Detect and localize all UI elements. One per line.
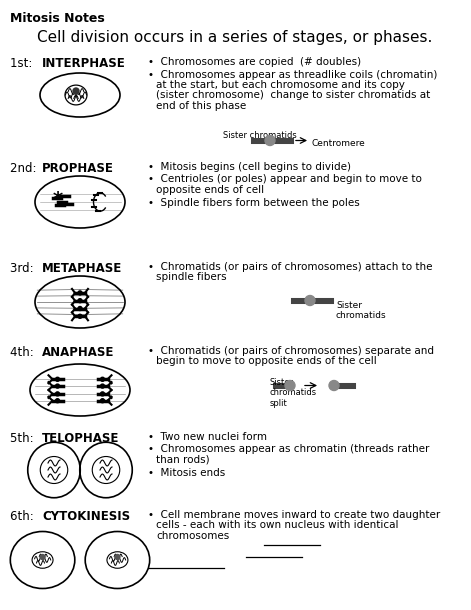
Circle shape [78, 314, 82, 318]
Circle shape [73, 88, 79, 94]
Circle shape [78, 291, 82, 295]
Text: begin to move to opposite ends of the cell: begin to move to opposite ends of the ce… [156, 356, 377, 367]
Text: Sister
chromatids
split: Sister chromatids split [270, 378, 317, 408]
Circle shape [40, 554, 45, 559]
Text: ANAPHASE: ANAPHASE [42, 346, 114, 359]
Circle shape [115, 554, 120, 559]
Circle shape [265, 135, 275, 146]
Text: Mitosis Notes: Mitosis Notes [10, 12, 105, 25]
Circle shape [56, 399, 59, 403]
Circle shape [56, 384, 59, 388]
Circle shape [56, 377, 59, 381]
Text: chromosomes: chromosomes [156, 531, 229, 541]
Text: Centromere: Centromere [312, 139, 366, 148]
Circle shape [78, 306, 82, 310]
Text: •  Chromatids (or pairs of chromosomes) separate and: • Chromatids (or pairs of chromosomes) s… [148, 346, 434, 356]
Circle shape [78, 299, 82, 303]
Text: •  Centrioles (or poles) appear and begin to move to: • Centrioles (or poles) appear and begin… [148, 174, 422, 184]
Text: 4th:: 4th: [10, 346, 41, 359]
Circle shape [285, 381, 295, 390]
Text: (sister chromosome)  change to sister chromatids at: (sister chromosome) change to sister chr… [156, 90, 430, 101]
Text: Cell division occurs in a series of stages, or phases.: Cell division occurs in a series of stag… [37, 30, 433, 45]
Circle shape [100, 384, 105, 388]
Text: PROPHASE: PROPHASE [42, 162, 114, 175]
Text: •  Cell membrane moves inward to create two daughter: • Cell membrane moves inward to create t… [148, 510, 440, 520]
Text: Sister
chromatids: Sister chromatids [336, 301, 387, 320]
Text: Sister chromatids: Sister chromatids [223, 131, 297, 140]
Text: spindle fibers: spindle fibers [156, 273, 227, 282]
Circle shape [329, 381, 339, 390]
Text: than rods): than rods) [156, 455, 210, 465]
Text: •  Chromatids (or pairs of chromosomes) attach to the: • Chromatids (or pairs of chromosomes) a… [148, 262, 432, 272]
Text: INTERPHASE: INTERPHASE [42, 57, 126, 70]
Circle shape [56, 392, 59, 396]
Text: •  Chromosomes are copied  (# doubles): • Chromosomes are copied (# doubles) [148, 57, 361, 67]
Text: METAPHASE: METAPHASE [42, 262, 122, 275]
Text: •  Chromosomes appear as chromatin (threads rather: • Chromosomes appear as chromatin (threa… [148, 445, 430, 454]
Text: •  Chromosomes appear as threadlike coils (chromatin): • Chromosomes appear as threadlike coils… [148, 70, 438, 79]
Text: opposite ends of cell: opposite ends of cell [156, 185, 264, 195]
Text: 5th:: 5th: [10, 432, 41, 445]
Text: cells - each with its own nucleus with identical: cells - each with its own nucleus with i… [156, 520, 398, 531]
Text: *: * [52, 190, 63, 209]
Text: CYTOKINESIS: CYTOKINESIS [42, 510, 130, 523]
Text: 3rd:: 3rd: [10, 262, 41, 275]
Text: •  Mitosis ends: • Mitosis ends [148, 467, 225, 478]
Text: •  Spindle fibers form between the poles: • Spindle fibers form between the poles [148, 198, 360, 207]
Text: 1st:: 1st: [10, 57, 40, 70]
Circle shape [100, 377, 105, 381]
Text: 2nd:: 2nd: [10, 162, 44, 175]
Circle shape [100, 392, 105, 396]
Circle shape [305, 295, 315, 306]
Text: •  Mitosis begins (cell begins to divide): • Mitosis begins (cell begins to divide) [148, 162, 351, 172]
Text: TELOPHASE: TELOPHASE [42, 432, 119, 445]
Text: •  Two new nuclei form: • Two new nuclei form [148, 432, 267, 442]
Text: 6th:: 6th: [10, 510, 41, 523]
Text: end of this phase: end of this phase [156, 101, 246, 111]
Circle shape [100, 399, 105, 403]
Text: at the start, but each chromosome and its copy: at the start, but each chromosome and it… [156, 80, 405, 90]
